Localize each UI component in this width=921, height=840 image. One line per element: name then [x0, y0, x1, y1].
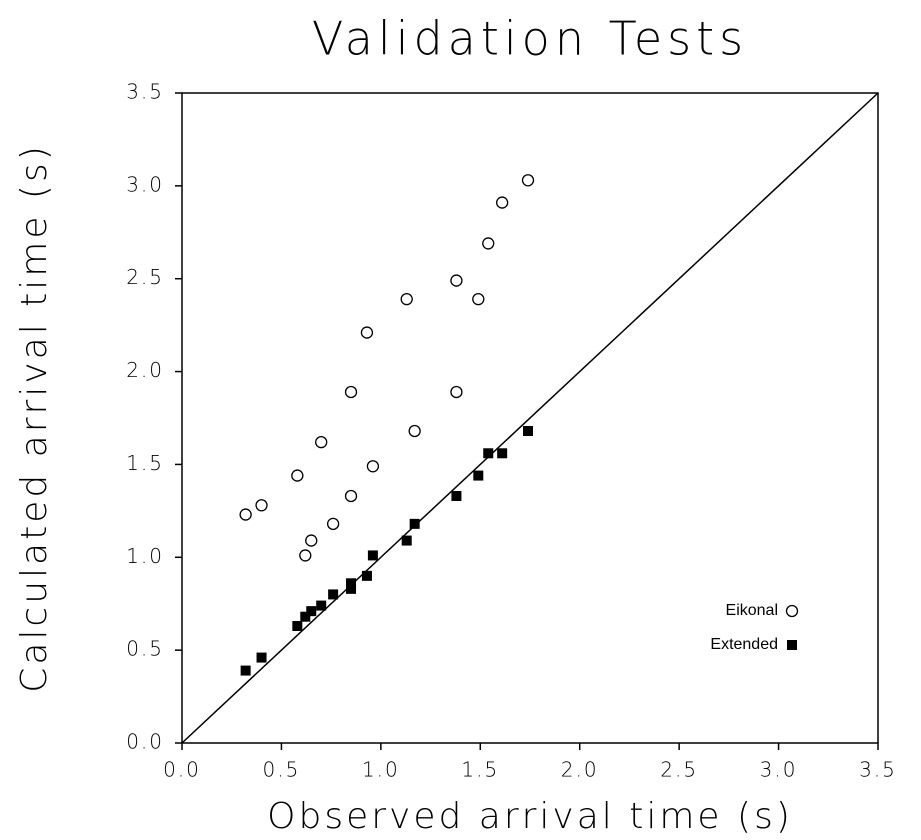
- x-tick-label: 1.5: [461, 758, 499, 782]
- x-tick-label: 2.0: [561, 758, 599, 782]
- x-tick-label: 0.5: [263, 758, 301, 782]
- data-point: [299, 549, 312, 562]
- data-point: [366, 460, 380, 473]
- data-point: [401, 535, 412, 546]
- data-point: [521, 174, 535, 187]
- y-axis-label: Calculated arrival time (s): [14, 143, 55, 693]
- y-tick-label: 3.5: [126, 80, 164, 104]
- data-point: [306, 606, 317, 617]
- data-point: [367, 550, 378, 561]
- data-point: [315, 435, 328, 449]
- legend-marker: [785, 604, 799, 618]
- chart-title: Validation Tests: [312, 12, 748, 66]
- data-point: [305, 534, 318, 547]
- data-point: [300, 611, 311, 622]
- data-point: [473, 470, 484, 481]
- data-point: [496, 196, 509, 209]
- data-point: [255, 499, 268, 512]
- data-point: [292, 621, 303, 631]
- data-point: [400, 292, 413, 306]
- x-tick-label: 3.0: [760, 758, 798, 782]
- data-point: [344, 385, 358, 399]
- data-point: [472, 292, 485, 306]
- data-point: [326, 517, 340, 531]
- data-point: [256, 652, 267, 663]
- y-tick-label: 2.0: [126, 358, 164, 382]
- data-point: [361, 570, 372, 581]
- x-tick-label: 2.5: [660, 758, 698, 782]
- y-tick-label: 3.0: [126, 172, 164, 196]
- data-point: [239, 508, 252, 521]
- y-tick-label: 2.5: [126, 265, 164, 289]
- data-point: [450, 385, 463, 399]
- data-point: [408, 424, 421, 438]
- data-point: [346, 583, 357, 594]
- data-point: [497, 448, 508, 459]
- x-axis-label: Observed arrival time (s): [267, 796, 793, 837]
- data-point: [240, 665, 251, 676]
- y-tick-label: 0.5: [126, 637, 164, 661]
- legend-label: Eikonal: [726, 602, 778, 619]
- data-point: [344, 489, 358, 503]
- data-point: [450, 274, 463, 287]
- data-point: [482, 237, 495, 250]
- reference-line: [181, 92, 879, 744]
- data-point: [409, 518, 420, 529]
- y-tick-label: 0.0: [126, 730, 164, 754]
- y-tick-label: 1.0: [126, 544, 164, 568]
- data-point: [360, 326, 374, 339]
- data-point: [523, 426, 534, 436]
- data-point: [328, 589, 339, 600]
- data-point: [483, 448, 494, 459]
- y-tick-label: 1.5: [126, 451, 164, 475]
- x-tick-label: 3.5: [859, 758, 897, 782]
- data-point: [291, 469, 304, 482]
- legend-label: Extended: [710, 636, 778, 653]
- legend-marker: [787, 640, 797, 650]
- x-tick-label: 1.0: [362, 758, 400, 782]
- data-point: [346, 578, 357, 589]
- data-point: [316, 600, 327, 611]
- data-point: [451, 491, 462, 501]
- plot-frame: [181, 92, 879, 744]
- x-tick-label: 0.0: [163, 758, 201, 782]
